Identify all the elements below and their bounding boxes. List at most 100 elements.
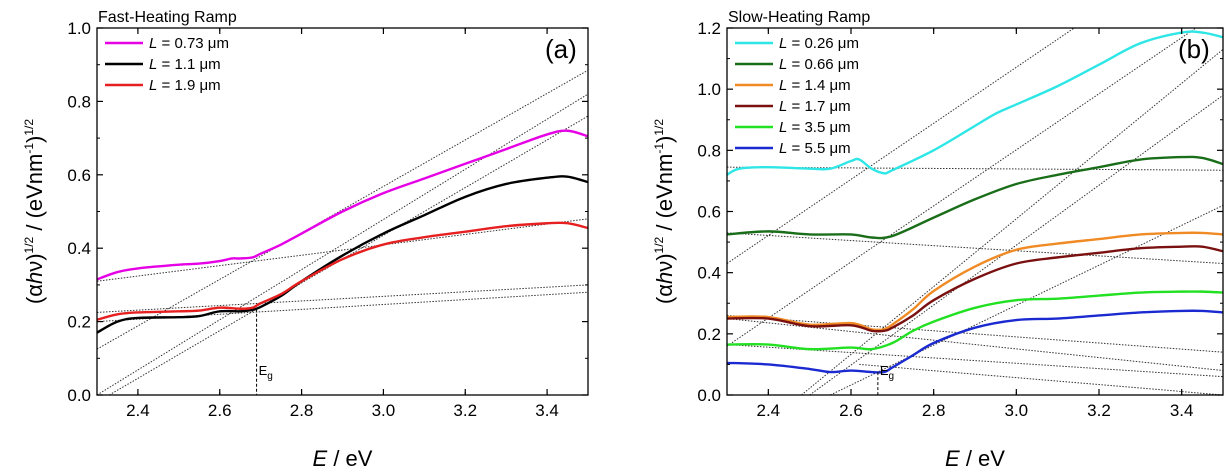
eg-label: Eg <box>259 363 273 382</box>
eg-subscript: g <box>889 371 895 382</box>
y-axis-label: (αhν)1/2 / (eVnm-1)1/2 <box>22 119 47 304</box>
fit-line-8 <box>801 49 1223 395</box>
y-tick-label: 0.8 <box>697 141 721 160</box>
eg-subscript: g <box>267 371 273 382</box>
legend-label: L = 3.5 μm <box>779 119 851 136</box>
y-axis-label-part: 1/2 <box>22 119 36 136</box>
y-axis-label-part: -1 <box>22 143 36 154</box>
y-axis-label-part: ν) <box>652 253 677 271</box>
panel-letter: (a) <box>545 34 577 64</box>
y-axis-label-part: 1/2 <box>652 236 666 253</box>
y-axis-label-part: (α <box>22 284 47 304</box>
series-line-L-0.26 <box>727 30 1223 176</box>
series-group <box>727 30 1223 374</box>
series-line-L-3.5 <box>727 290 1223 351</box>
x-axis-ticks: 2.4 2.6 2.8 3.0 3.2 3.4 <box>126 28 559 420</box>
y-axis-label-part: (α <box>652 284 677 304</box>
legend-label: L = 0.26 μm <box>779 35 859 52</box>
x-tick-label: 2.8 <box>922 401 946 420</box>
legend-value: = 1.7 μm <box>787 98 850 115</box>
y-axis-ticks: 0.0 0.2 0.4 0.6 0.8 1.0 <box>67 19 588 405</box>
y-tick-label: 0.4 <box>697 264 721 283</box>
legend-label: L = 1.7 μm <box>779 98 851 115</box>
series-line-L-1.1 <box>97 175 588 334</box>
legend-value: = 1.1 μm <box>157 56 220 73</box>
legend-value: = 0.73 μm <box>157 35 229 52</box>
fit-line-10 <box>830 204 1223 395</box>
y-axis-label-part: ) <box>22 136 47 143</box>
series-line-L-1.4 <box>727 231 1223 332</box>
legend: L = 0.26 μmL = 0.66 μmL = 1.4 μmL = 1.7 … <box>735 35 859 157</box>
panel-a: Eg 2.4 2.6 2.8 3.0 3.2 3.4 0.0 0.2 0.4 0.6 0.8 1.0 Fa… <box>22 9 589 471</box>
fit-line-1 <box>727 232 1223 264</box>
legend: L = 0.73 μmL = 1.1 μmL = 1.9 μm <box>105 35 229 94</box>
y-tick-label: 1.0 <box>697 80 721 99</box>
x-axis-var: E <box>945 446 960 471</box>
legend-var: L <box>779 56 787 73</box>
legend-var: L <box>779 35 787 52</box>
x-axis-ticks: 2.4 2.6 2.8 3.0 3.2 3.4 <box>757 28 1194 420</box>
legend-var: L <box>779 77 787 94</box>
legend-value: = 1.9 μm <box>157 77 220 94</box>
fit-line-0 <box>97 218 588 282</box>
y-axis-label-part: ν) <box>22 253 47 271</box>
legend-var: L <box>149 77 157 94</box>
y-axis-label-part: 1/2 <box>22 236 36 253</box>
x-tick-label: 2.6 <box>839 401 863 420</box>
legend-label: L = 1.9 μm <box>149 77 221 94</box>
y-axis-label: (αhν)1/2 / (eVnm-1)1/2 <box>652 119 677 304</box>
y-tick-label: 0.6 <box>697 203 721 222</box>
fit-line-9 <box>809 94 1223 395</box>
fit-line-4 <box>727 344 1223 378</box>
y-tick-label: 0.2 <box>67 313 91 332</box>
legend-var: L <box>149 56 157 73</box>
fit-line-4 <box>97 93 588 395</box>
panel-letter: (b) <box>1178 34 1210 64</box>
y-axis-ticks: 0.0 0.2 0.4 0.6 0.8 1.0 1.2 <box>697 19 1223 405</box>
fit-lines <box>727 28 1223 395</box>
y-axis-label-part: h <box>652 272 677 284</box>
x-tick-label: 3.0 <box>372 401 396 420</box>
y-tick-label: 0.6 <box>67 166 91 185</box>
y-axis-label-part: 1/2 <box>652 119 666 136</box>
x-tick-label: 3.2 <box>1087 401 1111 420</box>
fit-line-3 <box>97 69 588 350</box>
series-line-L-5.5 <box>727 309 1223 374</box>
y-axis-label-part: h <box>22 272 47 284</box>
y-tick-label: 0.8 <box>67 92 91 111</box>
y-axis-label-part: / (eVnm <box>22 154 47 237</box>
series-line-L-1.7 <box>727 245 1223 333</box>
y-axis-label-part: / (eVnm <box>652 154 677 237</box>
y-tick-label: 0.2 <box>697 325 721 344</box>
panel-b: Eg 2.4 2.6 2.8 3.0 3.2 3.4 0.0 0.2 0.4 0.6 0.8 1.0 1.… <box>652 9 1224 471</box>
legend-value: = 1.4 μm <box>787 77 850 94</box>
panel-title: Fast-Heating Ramp <box>98 9 237 26</box>
x-tick-label: 2.4 <box>757 401 781 420</box>
y-tick-label: 0.0 <box>697 386 721 405</box>
y-tick-label: 1.2 <box>697 19 721 38</box>
legend-var: L <box>779 98 787 115</box>
legend-value: = 0.66 μm <box>787 56 859 73</box>
legend-label: L = 1.1 μm <box>149 56 221 73</box>
eg-label: Eg <box>880 363 894 382</box>
x-tick-label: 2.4 <box>126 401 150 420</box>
x-tick-label: 3.0 <box>1005 401 1029 420</box>
fit-lines <box>97 69 588 395</box>
fit-line-7 <box>727 28 1197 347</box>
x-axis-label: E / eV <box>313 446 373 471</box>
fit-line-2 <box>727 314 1223 353</box>
x-axis-var: E <box>313 446 328 471</box>
legend-label: L = 1.4 μm <box>779 77 851 94</box>
fit-line-5 <box>859 363 1223 395</box>
fit-line-3 <box>727 318 1223 372</box>
x-axis-unit: / eV <box>960 446 1006 471</box>
series-line-L-1.9 <box>97 221 588 321</box>
y-tick-label: 0.0 <box>67 386 91 405</box>
x-tick-label: 3.4 <box>535 401 559 420</box>
legend-value: = 0.26 μm <box>787 35 859 52</box>
legend-label: L = 0.73 μm <box>149 35 229 52</box>
series-line-L-0.73 <box>97 129 588 281</box>
x-tick-label: 3.4 <box>1170 401 1194 420</box>
legend-var: L <box>149 35 157 52</box>
